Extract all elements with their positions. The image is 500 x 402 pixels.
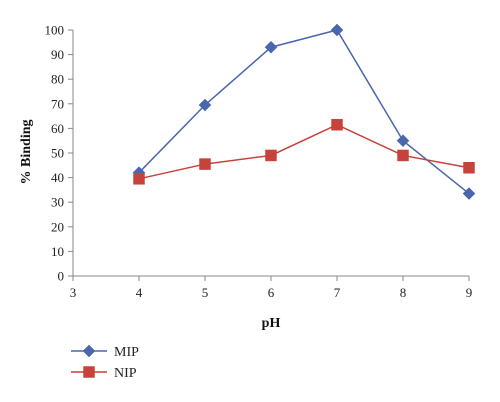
x-tick-label: 7 (334, 285, 341, 300)
legend-marker-nip (83, 366, 95, 378)
legend-label-nip: NIP (114, 366, 137, 381)
legend-item-nip: NIP (71, 366, 137, 381)
y-tick-label: 40 (51, 170, 64, 185)
series-line-mip (138, 29, 470, 195)
series-layer (132, 23, 476, 200)
x-axis-ticks: 3 4 5 6 7 8 9 (70, 276, 473, 300)
y-tick-label: 100 (45, 23, 65, 38)
legend-item-mip: MIP (71, 344, 139, 360)
x-tick-label: 5 (202, 285, 209, 300)
y-tick-label: 70 (51, 96, 64, 111)
x-axis-title: pH (262, 316, 281, 331)
data-point-mip (462, 187, 476, 200)
data-point-nip (331, 118, 343, 131)
y-tick-label: 90 (51, 47, 64, 62)
y-axis-title: % Binding (19, 120, 34, 185)
data-point-nip (463, 162, 475, 174)
x-tick-label: 3 (70, 285, 77, 300)
y-tick-label: 30 (51, 195, 64, 210)
series-line-nip (138, 123, 470, 180)
data-point-nip (397, 149, 409, 162)
y-tick-label: 60 (51, 121, 64, 136)
legend-marker-mip (82, 344, 96, 358)
data-point-mip (198, 98, 212, 112)
y-tick-label: 20 (51, 219, 64, 234)
series-mip (132, 23, 476, 200)
data-point-mip (264, 40, 278, 54)
y-tick-label: 0 (58, 269, 65, 284)
y-tick-label: 80 (51, 72, 64, 87)
data-point-mip (396, 134, 410, 148)
data-point-nip (133, 173, 145, 185)
x-tick-label: 4 (136, 285, 143, 300)
x-tick-label: 9 (466, 285, 473, 300)
series-nip (133, 118, 475, 185)
x-tick-label: 8 (400, 285, 407, 300)
x-tick-label: 6 (268, 285, 275, 300)
y-tick-label: 50 (51, 146, 64, 161)
y-axis-ticks: 0 10 20 30 40 50 60 70 80 90 100 (45, 23, 73, 284)
data-point-mip (330, 23, 344, 37)
data-point-nip (199, 158, 211, 170)
data-point-nip (265, 149, 277, 162)
legend-label-mip: MIP (114, 345, 139, 360)
legend: MIP NIP (71, 344, 139, 381)
y-tick-label: 10 (51, 244, 64, 259)
